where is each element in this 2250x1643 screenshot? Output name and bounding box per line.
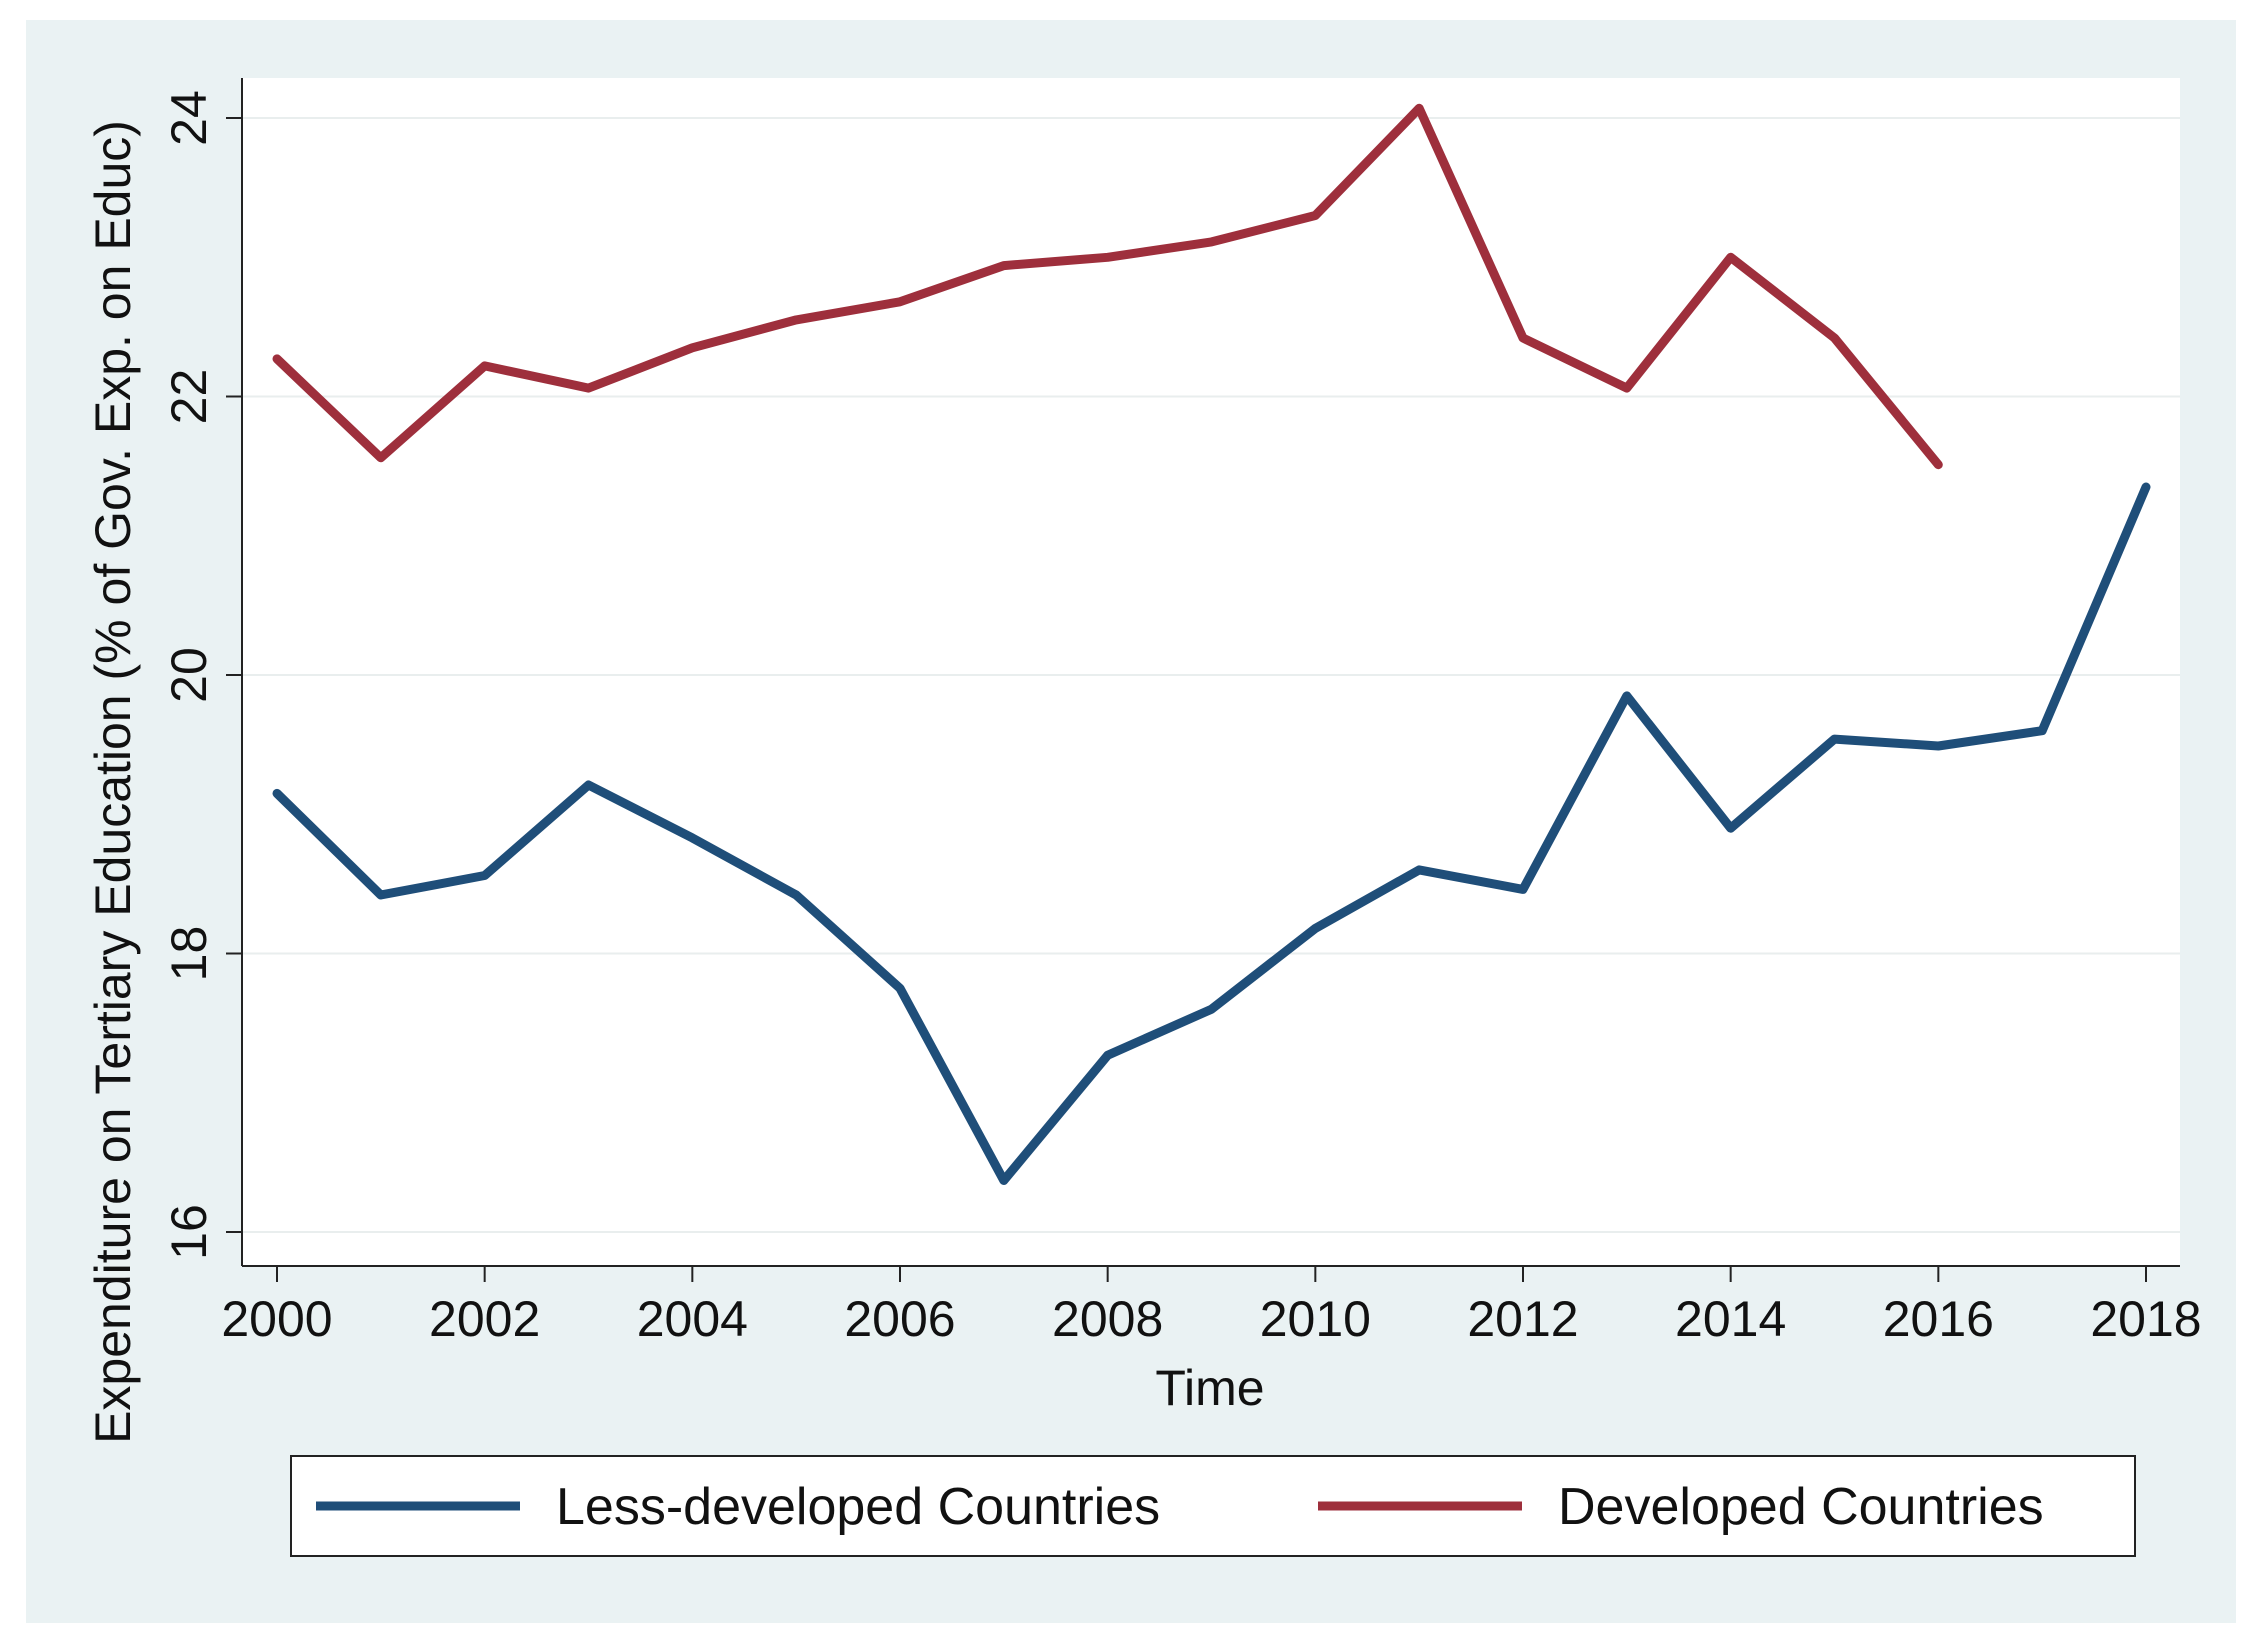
- x-tick-label: 2004: [637, 1291, 748, 1347]
- x-tick-label: 2016: [1883, 1291, 1994, 1347]
- x-tick-label: 2006: [844, 1291, 955, 1347]
- x-tick-label: 2014: [1675, 1291, 1786, 1347]
- y-tick-label: 24: [161, 90, 217, 146]
- x-tick-label: 2002: [429, 1291, 540, 1347]
- legend-label-less-developed-countries: Less-developed Countries: [556, 1478, 1160, 1536]
- series-lines: [272, 103, 2151, 1185]
- y-tick-label: 22: [161, 369, 217, 425]
- x-axis-ticks: 2000 2002 2004 2006 2008 2010 2012 2014 2016 2018: [221, 1266, 2202, 1347]
- y-tick-label: 18: [161, 926, 217, 982]
- x-tick-label: 2010: [1260, 1291, 1371, 1347]
- y-tick-label: 16: [161, 1204, 217, 1260]
- x-tick-label: 2000: [221, 1291, 332, 1347]
- legend: Less-developed Countries Developed Countr…: [316, 1478, 2044, 1536]
- legend-label-developed-countries: Developed Countries: [1558, 1478, 2044, 1536]
- x-tick-label: 2018: [2090, 1291, 2201, 1347]
- x-axis-title: Time: [1155, 1360, 1264, 1416]
- series-line-less-developed-countries: [272, 482, 2151, 1185]
- x-tick-label: 2012: [1467, 1291, 1578, 1347]
- y-axis-ticks: 16 18 20 22 24: [161, 90, 242, 1260]
- gridlines: [242, 117, 2180, 1233]
- y-axis-title: Expenditure on Tertiary Education (% of …: [85, 120, 141, 1444]
- x-tick-label: 2008: [1052, 1291, 1163, 1347]
- series-line-developed-countries: [272, 103, 1943, 470]
- legend-box: [290, 1455, 2136, 1557]
- plot-area: [242, 78, 2180, 1266]
- y-tick-label: 20: [161, 647, 217, 703]
